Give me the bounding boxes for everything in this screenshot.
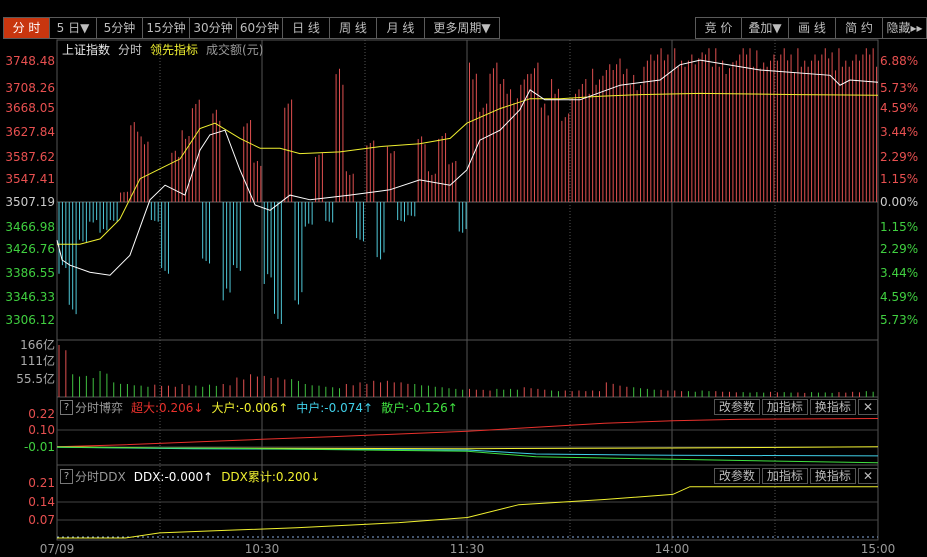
legend-ddx-cumulative: DDX累计:0.200↓ bbox=[221, 470, 321, 484]
game-axis-label: -0.01 bbox=[24, 440, 55, 454]
price-axis-label: 3306.12 bbox=[5, 313, 55, 327]
volume-axis-label: 55.5亿 bbox=[16, 371, 55, 386]
simple-button[interactable]: 简 约 bbox=[836, 17, 883, 39]
price-axis-label: 3627.84 bbox=[5, 125, 55, 139]
price-axis-label: 3587.62 bbox=[5, 150, 55, 164]
tab-daily[interactable]: 日 线 bbox=[283, 17, 330, 39]
tab-intraday[interactable]: 分 时 bbox=[3, 17, 50, 39]
percent-axis-label: 1.15% bbox=[880, 220, 918, 234]
help-icon[interactable]: ? bbox=[60, 400, 73, 415]
price-axis-label: 3748.48 bbox=[5, 54, 55, 68]
right-toolbar: 竞 价 叠加▼ 画 线 简 约 隐藏▸▸ bbox=[695, 17, 927, 39]
percent-axis-label: 4.59% bbox=[880, 101, 918, 115]
time-axis-label: 10:30 bbox=[245, 542, 280, 556]
change-params-button[interactable]: 改参数 bbox=[713, 399, 760, 415]
ddx-panel-title[interactable]: 分时DDX bbox=[75, 470, 126, 484]
tab-5day[interactable]: 5 日▼ bbox=[50, 17, 97, 39]
tab-more-periods[interactable]: 更多周期▼ bbox=[425, 17, 500, 39]
tab-weekly[interactable]: 周 线 bbox=[330, 17, 377, 39]
ddx-panel-legend: ? 分时DDX DDX:-0.000↑ DDX累计:0.200↓ bbox=[60, 468, 320, 485]
price-axis-label: 3346.33 bbox=[5, 290, 55, 304]
percent-axis-label: 1.15% bbox=[880, 172, 918, 186]
auction-button[interactable]: 竞 价 bbox=[695, 17, 742, 39]
help-icon[interactable]: ? bbox=[60, 469, 73, 484]
price-axis-label: 3386.55 bbox=[5, 266, 55, 280]
percent-axis-label: 3.44% bbox=[880, 266, 918, 280]
swap-indicator-button[interactable]: 换指标 bbox=[809, 468, 856, 484]
price-axis-label: 3466.98 bbox=[5, 220, 55, 234]
close-icon[interactable]: ✕ bbox=[857, 468, 878, 484]
mode-label: 分时 bbox=[118, 43, 143, 57]
leading-indicator-line bbox=[57, 92, 879, 245]
game-axis-label: 0.22 bbox=[28, 407, 55, 421]
period-toolbar: 分 时 5 日▼ 5分钟 15分钟 30分钟 60分钟 日 线 周 线 月 线 … bbox=[3, 17, 500, 39]
time-axis-label: 11:30 bbox=[450, 542, 485, 556]
swap-indicator-button[interactable]: 换指标 bbox=[809, 399, 856, 415]
price-axis-label: 3547.41 bbox=[5, 172, 55, 186]
game-axis-label: 0.10 bbox=[28, 423, 55, 437]
hide-button[interactable]: 隐藏▸▸ bbox=[883, 17, 927, 39]
tab-15min[interactable]: 15分钟 bbox=[143, 17, 190, 39]
leading-indicator-label[interactable]: 领先指标 bbox=[150, 43, 199, 57]
add-indicator-button[interactable]: 加指标 bbox=[761, 468, 808, 484]
tab-60min[interactable]: 60分钟 bbox=[237, 17, 283, 39]
legend-ddx: DDX:-0.000↑ bbox=[133, 469, 214, 484]
index-name: 上证指数 bbox=[62, 43, 111, 57]
time-axis-label: 15:00 bbox=[861, 542, 896, 556]
percent-axis-label: 5.73% bbox=[880, 313, 918, 327]
change-params-button[interactable]: 改参数 bbox=[713, 468, 760, 484]
ddx-axis-label: 0.21 bbox=[28, 476, 55, 490]
legend-medium: 中户:-0.074↑ bbox=[296, 401, 374, 415]
game-panel-legend: ? 分时博弈 超大:0.206↓ 大户:-0.006↑ 中户:-0.074↑ 散… bbox=[60, 399, 458, 416]
ddx-panel-buttons: 改参数 加指标 换指标 ✕ bbox=[712, 468, 878, 484]
overlay-button[interactable]: 叠加▼ bbox=[742, 17, 789, 39]
volume-axis-label: 111亿 bbox=[20, 353, 55, 368]
percent-axis-label: 0.00% bbox=[880, 195, 918, 209]
tab-monthly[interactable]: 月 线 bbox=[377, 17, 425, 39]
main-legend: 上证指数 分时 领先指标 成交额(元) bbox=[62, 41, 263, 58]
ddx-axis-label: 0.07 bbox=[28, 513, 55, 527]
legend-retail: 散户:-0.126↑ bbox=[381, 401, 458, 415]
time-axis-label: 07/09 bbox=[40, 542, 75, 556]
price-line bbox=[56, 59, 879, 276]
percent-axis-label: 2.29% bbox=[880, 150, 918, 164]
legend-large: 大户:-0.006↑ bbox=[211, 401, 289, 415]
tab-5min[interactable]: 5分钟 bbox=[97, 17, 143, 39]
ddx-axis-label: 0.14 bbox=[28, 495, 55, 509]
game-panel-title[interactable]: 分时博弈 bbox=[75, 401, 124, 415]
price-axis-label: 3507.19 bbox=[5, 195, 55, 209]
percent-axis-label: 4.59% bbox=[880, 290, 918, 304]
game-line-散户 bbox=[56, 446, 879, 464]
time-axis-label: 14:00 bbox=[655, 542, 690, 556]
close-icon[interactable]: ✕ bbox=[857, 399, 878, 415]
percent-axis-label: 2.29% bbox=[880, 242, 918, 256]
tab-30min[interactable]: 30分钟 bbox=[190, 17, 237, 39]
percent-axis-label: 3.44% bbox=[880, 125, 918, 139]
price-axis-label: 3708.26 bbox=[5, 81, 55, 95]
percent-axis-label: 6.88% bbox=[880, 54, 918, 68]
volume-axis-label: 166亿 bbox=[20, 337, 55, 352]
ddx-cumulative-line bbox=[57, 486, 878, 539]
game-panel-buttons: 改参数 加指标 换指标 ✕ bbox=[712, 399, 878, 415]
game-line-超大 bbox=[56, 418, 879, 448]
amount-label: 成交额(元) bbox=[206, 43, 264, 57]
add-indicator-button[interactable]: 加指标 bbox=[761, 399, 808, 415]
price-axis-label: 3668.05 bbox=[5, 101, 55, 115]
percent-axis-label: 5.73% bbox=[880, 81, 918, 95]
draw-line-button[interactable]: 画 线 bbox=[789, 17, 836, 39]
price-axis-label: 3426.76 bbox=[5, 242, 55, 256]
legend-super-large: 超大:0.206↓ bbox=[131, 401, 204, 415]
